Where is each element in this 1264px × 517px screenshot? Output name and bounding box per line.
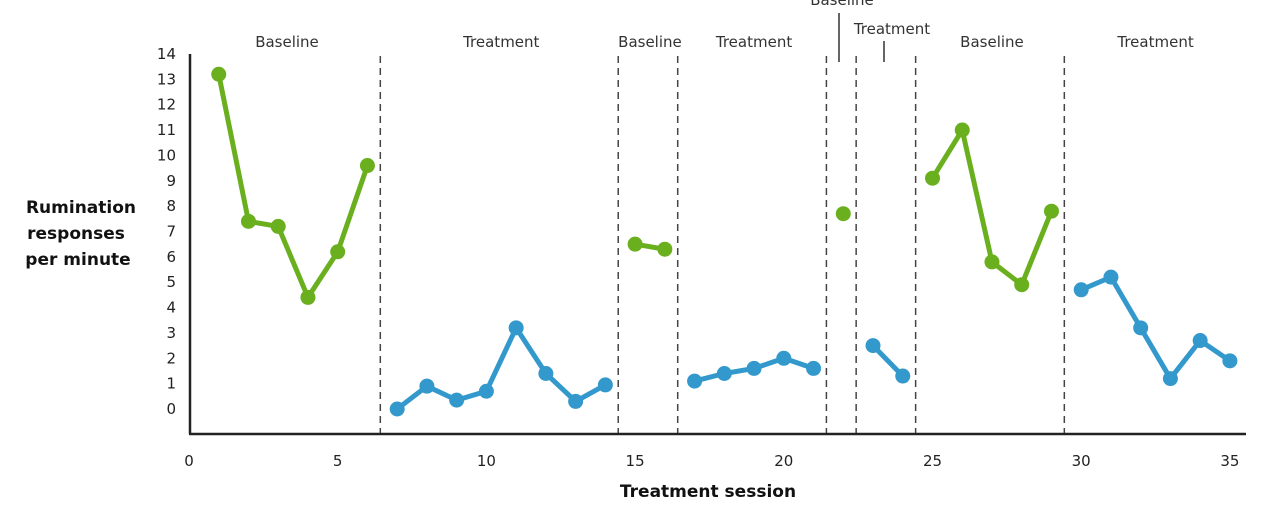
data-point [687,373,703,389]
x-tick-label: 20 [774,452,793,470]
data-point [270,218,286,234]
data-point [538,365,554,381]
phase-series-treatment [865,338,911,384]
y-tick-label: 2 [166,349,176,367]
data-point [449,392,465,408]
phase-label: Treatment [715,33,792,51]
phase-label: Baseline [255,33,319,51]
phase-series-treatment [389,320,613,417]
y-tick-label: 12 [157,96,176,114]
y-axis-title-line: per minute [25,250,130,270]
x-tick-label: 35 [1220,452,1239,470]
data-point [508,320,524,336]
series-line [1080,274,1232,382]
data-point [478,383,494,399]
phase-series-baseline [211,66,375,305]
y-tick-label: 1 [166,375,176,393]
data-point [211,66,227,82]
series [211,66,1238,417]
y-tick-label: 4 [166,299,176,317]
x-tick-labels: 0 5 10 15 20 25 30 35 [184,452,1239,470]
x-axis-title: Treatment session [620,482,796,502]
y-tick-label: 8 [166,197,176,215]
x-tick-label: 25 [923,452,942,470]
data-point [925,170,940,186]
y-tick-label: 10 [157,146,176,164]
data-point [1192,333,1208,349]
phase-series-treatment [687,350,822,389]
phase-label: Treatment [853,20,930,38]
y-tick-label: 14 [157,45,176,63]
data-point [865,338,881,354]
data-point [954,122,970,138]
data-point [895,368,911,384]
data-point [300,289,316,305]
data-point [984,254,1000,270]
phase-series-baseline [627,236,673,257]
y-tick-label: 0 [166,400,176,418]
data-point [1133,320,1149,336]
phase-label: Treatment [462,33,539,51]
phase-series-baseline [835,206,851,222]
data-point [627,236,643,252]
data-point [835,206,851,222]
x-tick-label: 30 [1072,452,1091,470]
x-tick-label: 0 [184,452,194,470]
y-tick-label: 3 [166,324,176,342]
phase-series-baseline [925,122,1059,293]
y-tick-label: 11 [157,121,176,139]
data-point [597,377,613,393]
y-axis-title-line: Rumination [26,198,136,218]
phase-series-treatment [1073,269,1238,387]
data-point [240,213,256,229]
series-line [216,73,370,300]
data-point [330,244,346,260]
y-axis-title-line: responses [27,224,125,244]
y-tick-label: 13 [157,70,176,88]
phase-label: Baseline [810,0,874,9]
data-point [1014,277,1030,293]
y-axis-title: Rumination responses per minute [25,198,136,270]
y-tick-label: 5 [166,273,176,291]
x-tick-label: 15 [626,452,645,470]
data-point [806,360,822,376]
data-point [716,365,732,381]
data-point [568,393,584,409]
data-point [419,378,435,394]
x-tick-label: 5 [333,452,343,470]
phase-dividers [379,56,1066,434]
phase-label: Treatment [1116,33,1193,51]
data-point [1103,269,1119,285]
data-point [1222,353,1238,369]
phase-label: Baseline [960,33,1024,51]
data-point [389,401,405,417]
data-point [1043,203,1059,219]
phase-labels: Baseline Treatment Baseline Treatment Baseli… [255,0,1194,62]
data-point [1162,371,1178,387]
data-point [776,350,792,366]
data-point [746,360,762,376]
x-tick-label: 10 [477,452,496,470]
y-tick-label: 6 [166,248,176,266]
data-point [359,158,375,174]
y-tick-label: 7 [166,222,176,240]
y-tick-label: 9 [166,172,176,190]
data-point [1073,282,1089,298]
phase-label: Baseline [618,33,682,51]
data-point [657,241,673,257]
